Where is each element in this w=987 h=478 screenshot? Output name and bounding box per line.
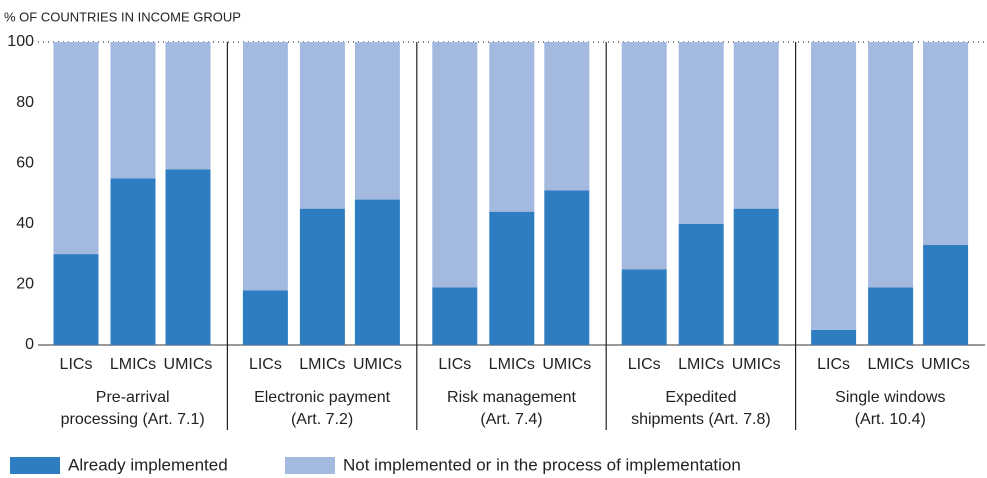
x-tick-label: LMICs <box>678 356 724 373</box>
bar-segment <box>432 287 478 345</box>
group-label: Pre-arrival <box>96 389 170 406</box>
bar-segment <box>811 329 857 345</box>
legend-swatch <box>10 457 60 474</box>
x-tick-label: LICs <box>249 356 282 373</box>
bar-segment <box>489 211 535 345</box>
bar-segment <box>165 42 211 170</box>
bar-segment <box>242 42 288 291</box>
x-tick-label: UMICs <box>164 356 213 373</box>
bar-segment <box>868 287 914 345</box>
x-tick-label: UMICs <box>732 356 781 373</box>
group-label: Electronic payment <box>254 389 391 406</box>
y-tick-label: 80 <box>16 94 34 111</box>
bar-segment <box>299 42 345 209</box>
bar-segment <box>299 208 345 345</box>
group-label: Single windows <box>835 389 945 406</box>
legend-label: Not implemented or in the process of imp… <box>343 455 741 474</box>
bar-segment <box>621 269 667 345</box>
bar-segment <box>678 42 724 224</box>
x-tick-label: LMICs <box>867 356 913 373</box>
bar-segment <box>621 42 667 270</box>
bar-segment <box>53 42 99 255</box>
bar-segment <box>544 190 590 345</box>
bar-segment <box>354 199 400 345</box>
bar-segment <box>354 42 400 200</box>
y-tick-label: 20 <box>16 276 34 293</box>
bar-segment <box>432 42 478 288</box>
bar-segment <box>733 42 779 209</box>
bar-segment <box>53 254 99 345</box>
group-label: Risk management <box>447 389 577 406</box>
y-tick-label: 100 <box>7 33 34 50</box>
x-tick-label: LMICs <box>489 356 535 373</box>
x-tick-label: LICs <box>817 356 850 373</box>
x-tick-label: LICs <box>628 356 661 373</box>
group-label: (Art. 7.2) <box>291 411 353 428</box>
group-label: (Art. 7.4) <box>480 411 542 428</box>
bar-segment <box>165 169 211 345</box>
group-label: processing (Art. 7.1) <box>61 411 205 428</box>
bar-segment <box>242 290 288 345</box>
bar-segment <box>489 42 535 212</box>
bar-segment <box>923 245 969 345</box>
bar-segment <box>678 223 724 345</box>
y-tick-label: 0 <box>25 336 34 353</box>
bar-segment <box>110 178 156 345</box>
bar-segment <box>811 42 857 330</box>
bar-segment <box>733 208 779 345</box>
y-axis-label: % OF COUNTRIES IN INCOME GROUP <box>4 9 241 24</box>
x-tick-label: LICs <box>438 356 471 373</box>
bar-segment <box>110 42 156 179</box>
bar-segment <box>923 42 969 246</box>
x-tick-label: UMICs <box>921 356 970 373</box>
y-tick-label: 60 <box>16 154 34 171</box>
legend-swatch <box>285 457 335 474</box>
y-tick-label: 40 <box>16 215 34 232</box>
group-label: (Art. 10.4) <box>855 411 926 428</box>
x-tick-label: LICs <box>60 356 93 373</box>
x-tick-label: LMICs <box>110 356 156 373</box>
x-tick-label: UMICs <box>542 356 591 373</box>
legend-label: Already implemented <box>68 455 228 474</box>
bar-segment <box>544 42 590 191</box>
x-tick-label: UMICs <box>353 356 402 373</box>
bar-segment <box>868 42 914 288</box>
group-label: shipments (Art. 7.8) <box>631 411 771 428</box>
x-tick-label: LMICs <box>299 356 345 373</box>
group-label: Expedited <box>665 389 736 406</box>
